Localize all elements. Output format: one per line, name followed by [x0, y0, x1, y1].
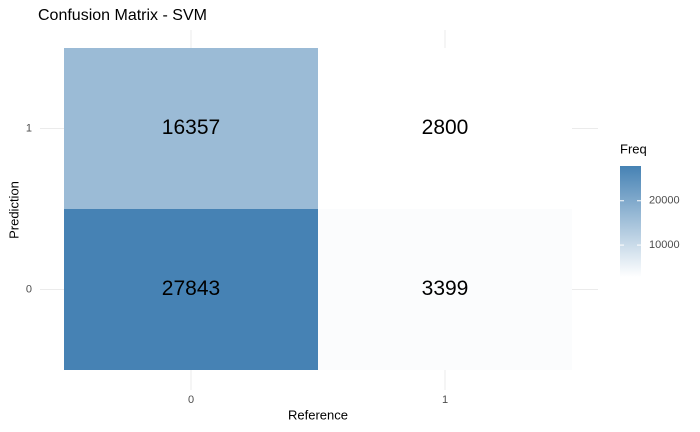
cell-label: 2800	[422, 116, 469, 139]
legend-tick-label: 20000	[649, 195, 680, 207]
legend-title: Freq	[620, 141, 647, 156]
cell-label: 3399	[422, 277, 469, 300]
legend-tick-label: 10000	[649, 239, 680, 251]
chart-title: Confusion Matrix - SVM	[38, 7, 207, 24]
heatmap-cell	[318, 209, 572, 370]
x-tick-label: 1	[442, 394, 448, 406]
heatmap-cell	[64, 48, 318, 209]
y-tick-label: 0	[26, 283, 32, 295]
y-axis-label: Prediction	[6, 181, 21, 239]
cell-label: 16357	[162, 116, 220, 139]
cell-label: 27843	[162, 277, 220, 300]
heatmap-cell	[318, 48, 572, 209]
colorbar	[620, 166, 641, 277]
x-tick-label: 0	[188, 394, 194, 406]
x-axis-label: Reference	[288, 407, 348, 422]
heatmap-cell	[64, 209, 318, 370]
y-tick-label: 1	[26, 122, 32, 134]
